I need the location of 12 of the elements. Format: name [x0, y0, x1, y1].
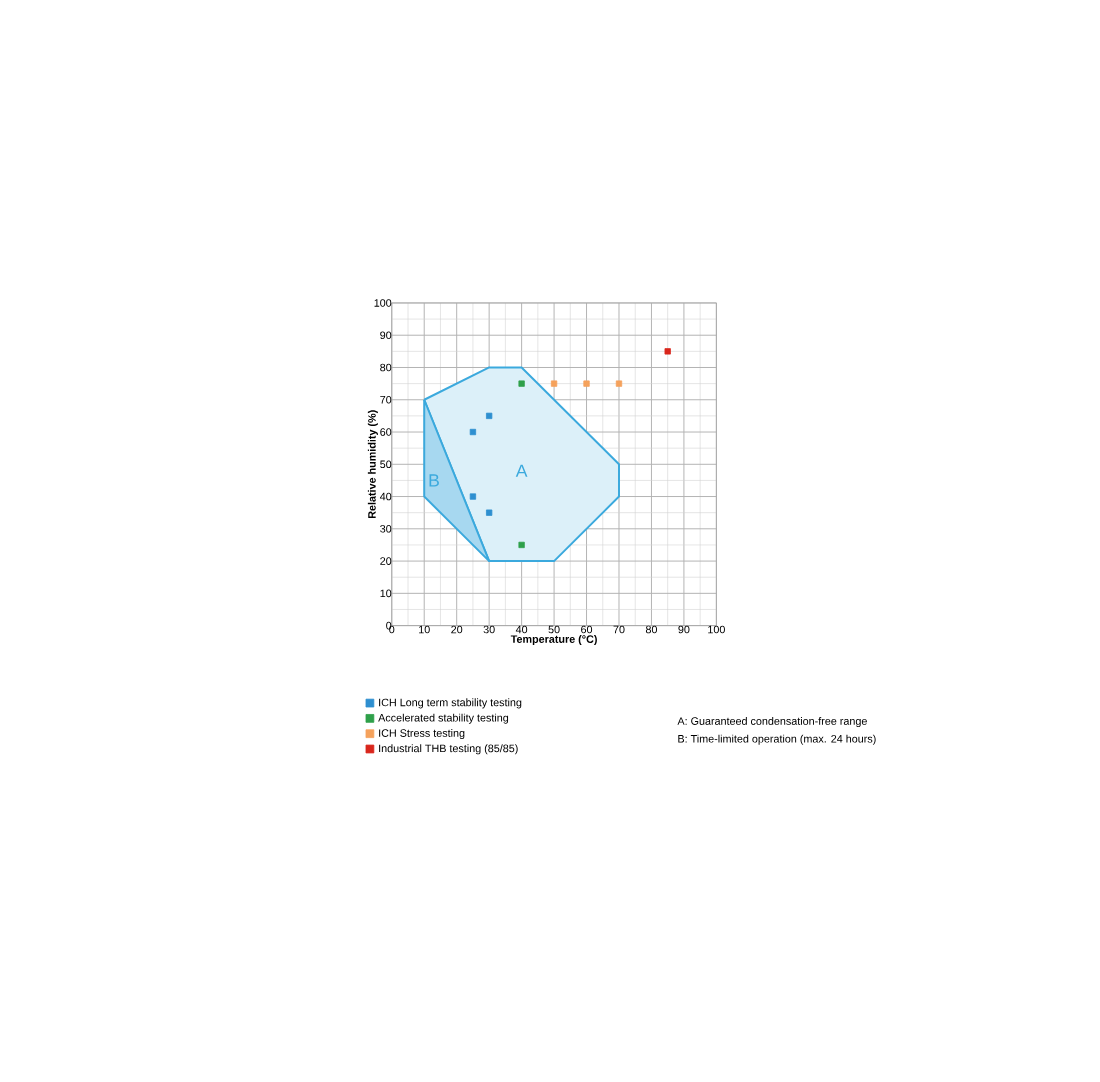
point [615, 380, 623, 387]
point [518, 380, 525, 387]
annotation: B [429, 474, 439, 487]
point [583, 380, 590, 387]
point [486, 509, 493, 516]
point [664, 348, 671, 355]
annotation: A [515, 464, 528, 477]
point [469, 493, 477, 500]
point [550, 380, 558, 387]
point [518, 541, 525, 549]
point [486, 412, 493, 420]
point [469, 428, 477, 436]
